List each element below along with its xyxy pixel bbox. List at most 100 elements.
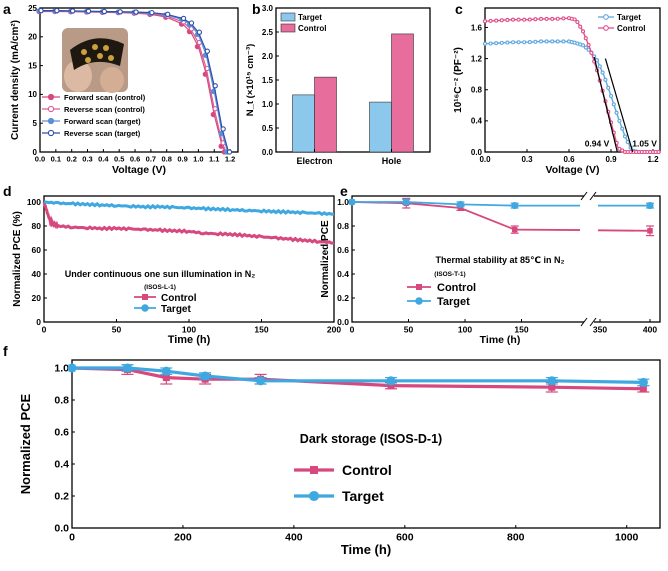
data-point <box>572 17 577 22</box>
x-tick-label: 0.3 <box>521 155 533 164</box>
legend-label: Reverse scan (target) <box>64 129 141 138</box>
annotation-control-vbi: 0.94 V <box>585 139 610 149</box>
x-axis-label: Time (h) <box>168 334 211 346</box>
axis-break-gap <box>584 192 594 200</box>
legend-marker <box>308 490 320 502</box>
x-tick-label: 0.0 <box>479 155 491 164</box>
series-line <box>484 17 660 153</box>
data-point <box>622 134 628 139</box>
data-point <box>200 371 210 381</box>
legend-label: Control <box>437 282 476 294</box>
data-point <box>522 40 527 45</box>
data-point <box>122 363 133 373</box>
data-point <box>499 40 504 45</box>
x-tick-label: 50 <box>404 325 414 335</box>
data-point <box>348 198 356 206</box>
legend-marker <box>142 294 148 300</box>
y-axis-label: Normalized PCE <box>320 220 331 298</box>
data-point <box>117 9 123 15</box>
data-point <box>482 41 488 46</box>
y-tick-label: 0.0 <box>262 148 274 157</box>
x-tick-label: 0.2 <box>66 155 76 164</box>
data-point <box>561 39 566 44</box>
data-point <box>561 16 566 21</box>
bar <box>292 94 315 153</box>
y-tick-label: 10 <box>28 90 37 99</box>
y-tick-label: 2.0 <box>262 52 274 61</box>
x-tick-label: 150 <box>254 325 268 335</box>
legend-marker <box>141 304 149 312</box>
data-point <box>614 110 619 115</box>
legend-label: Reverse scan (control) <box>64 105 145 114</box>
axis-break-mark <box>589 317 597 327</box>
data-point <box>510 40 516 45</box>
data-point <box>505 17 510 23</box>
y-tick-label: 15 <box>28 61 37 70</box>
legend-swatch <box>280 23 296 33</box>
data-point <box>402 198 410 206</box>
x-tick-label: 0.1 <box>51 155 61 164</box>
data-point <box>101 8 108 15</box>
chart-subtitle: (ISOS-T-1) <box>434 271 465 278</box>
data-point <box>511 202 519 210</box>
x-axis-label: Voltage (V) <box>112 164 166 176</box>
data-point <box>85 8 92 14</box>
data-point <box>550 16 555 21</box>
data-point <box>161 366 171 376</box>
panel-c-mott-schottky: c 0.0 0.3 0.6 0.9 1.2 0.0 0.4 0.8 1.2 1.6 Voltage (… <box>453 1 661 176</box>
x-tick-label: 200 <box>174 532 192 544</box>
legend-marker <box>310 466 318 474</box>
data-point <box>54 7 60 14</box>
legend-label: Target <box>617 13 641 22</box>
data-point <box>149 9 155 16</box>
legend-marker <box>47 93 55 101</box>
data-point <box>499 18 504 23</box>
data-point <box>620 126 625 131</box>
legend-marker <box>47 129 55 137</box>
x-tick-label: 0.7 <box>146 155 156 164</box>
data-point <box>583 36 588 41</box>
data-point <box>533 17 538 22</box>
x-tick-label: 0.6 <box>130 155 140 164</box>
data-point <box>505 40 510 45</box>
data-point <box>550 39 555 44</box>
chart-subtitle: (ISOS-L-1) <box>144 284 176 291</box>
y-tick-label: 20 <box>32 293 42 303</box>
data-point <box>494 41 499 46</box>
x-tick-label: 800 <box>507 532 525 544</box>
data-point <box>586 43 591 48</box>
y-tick-label: 0.4 <box>337 269 349 279</box>
x-axis-label: Voltage (V) <box>545 164 599 176</box>
legend-marker <box>47 117 55 125</box>
y-tick-label: 0.6 <box>54 427 69 439</box>
x-tick-label: 1000 <box>615 532 639 544</box>
legend-marker <box>603 14 609 20</box>
y-tick-label: 0 <box>33 148 38 157</box>
data-point <box>226 149 233 155</box>
x-tick-label: 0.0 <box>35 155 45 164</box>
y-tick-label: 0.0 <box>54 523 69 535</box>
legend-label: Control <box>161 293 197 304</box>
plot-frame <box>351 195 661 323</box>
series-line <box>72 366 644 384</box>
x-tick-label: 50 <box>112 325 122 335</box>
y-axis-label: N_t (×10¹⁵ cm⁻³) <box>245 44 256 117</box>
y-tick-label: 0.5 <box>262 124 274 133</box>
data-point <box>603 77 608 82</box>
photo-electrode <box>85 57 91 63</box>
y-tick-label: 0.0 <box>471 148 483 157</box>
bar <box>314 76 337 153</box>
legend-label: Control <box>342 462 392 478</box>
y-tick-label: 1.0 <box>337 197 349 207</box>
fit-line-control <box>593 56 618 153</box>
data-point <box>575 19 580 25</box>
data-point <box>133 9 139 15</box>
y-axis-label: 10¹⁶C⁻² (PF⁻²) <box>453 47 464 113</box>
x-tick-label: 600 <box>396 532 414 544</box>
series-line <box>42 201 335 245</box>
data-point <box>482 19 488 24</box>
x-tick-label: 100 <box>182 325 196 335</box>
x-tick-label: 150 <box>514 325 528 335</box>
panel-b-trap-density-bars: b 0.0 0.5 1.0 1.5 2.0 2.5 3.0 N_t (×10¹⁵ cm⁻³) El… <box>245 1 431 166</box>
data-point <box>527 40 532 45</box>
